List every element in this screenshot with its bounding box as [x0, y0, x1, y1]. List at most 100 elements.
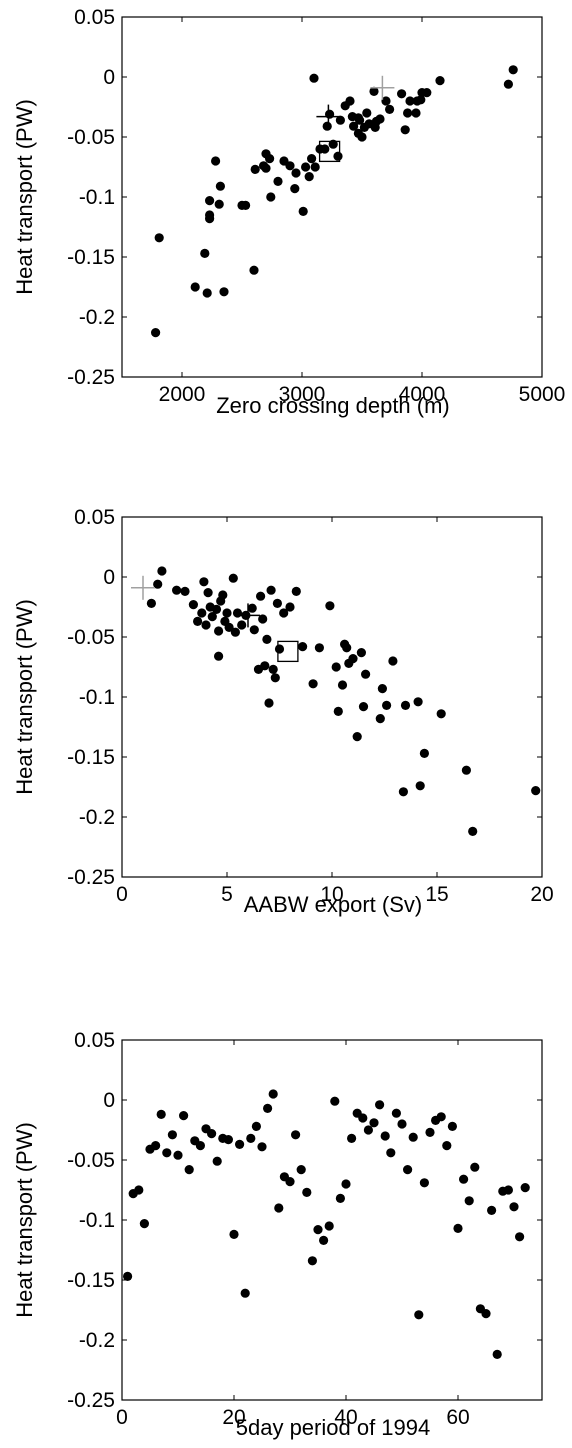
data-point [219, 287, 229, 297]
y-tick-label: -0.05 [67, 1149, 115, 1172]
data-point [291, 1130, 301, 1140]
x-tick-label: 0 [116, 883, 128, 906]
data-point [205, 214, 215, 224]
x-tick-label: 2000 [159, 383, 206, 406]
y-tick-label: -0.05 [67, 626, 115, 649]
data-point [400, 125, 410, 135]
data-point [425, 1127, 435, 1137]
x-tick-label: 0 [116, 1406, 128, 1429]
data-point [314, 643, 324, 653]
data-point [442, 1141, 452, 1151]
y-tick-label: 0 [103, 566, 115, 589]
x-tick-label: 40 [334, 1406, 357, 1429]
y-tick-label: -0.15 [67, 1269, 115, 1292]
data-point [508, 65, 518, 75]
data-point [388, 656, 398, 666]
data-point [249, 265, 259, 275]
data-point [531, 786, 541, 796]
data-point [375, 1100, 385, 1110]
y-tick-label: 0 [103, 66, 115, 89]
y-tick-label: -0.25 [67, 1389, 115, 1412]
data-point [403, 1165, 413, 1175]
data-point [298, 206, 308, 216]
data-point [123, 1271, 133, 1281]
data-point [391, 1108, 401, 1118]
data-point [355, 115, 365, 125]
data-point [290, 184, 300, 194]
data-point [262, 634, 272, 645]
data-point [195, 1141, 205, 1151]
data-point [272, 598, 282, 609]
data-point [256, 591, 266, 601]
data-point [309, 73, 319, 83]
data-point [241, 200, 251, 210]
data-point [296, 1165, 306, 1175]
data-point [313, 1225, 323, 1235]
data-point [270, 673, 280, 683]
data-point [435, 76, 445, 86]
data-point [319, 1235, 329, 1245]
data-point [411, 108, 421, 118]
data-point [515, 1232, 525, 1242]
data-point [151, 328, 161, 338]
data-point [322, 121, 332, 131]
data-point [375, 714, 385, 724]
data-point [247, 603, 257, 613]
data-point [503, 1185, 513, 1195]
data-point [302, 1187, 312, 1197]
data-point [285, 1177, 295, 1187]
data-point [232, 608, 243, 618]
x-tick-label: 5 [221, 883, 233, 906]
data-point [180, 586, 190, 597]
data-point [246, 1133, 256, 1143]
data-point [310, 162, 320, 172]
data-point [268, 1089, 278, 1099]
square-marker [277, 640, 299, 663]
chart-panel-aabw-export: AABW export (Sv) Heat transport (PW) 0.0… [12, 506, 554, 917]
data-point [385, 104, 395, 114]
data-point [285, 602, 295, 612]
y-axis-label: Heat transport (PW) [12, 1122, 37, 1318]
y-tick-label: -0.2 [79, 1329, 115, 1352]
data-point [324, 1221, 334, 1231]
data-point [264, 698, 274, 708]
data-point [403, 108, 413, 118]
data-point [172, 585, 182, 595]
cross-marker [131, 575, 155, 600]
data-point [173, 1150, 183, 1160]
x-axis-label: AABW export (Sv) [244, 892, 422, 917]
data-point [461, 765, 471, 775]
data-point [415, 781, 425, 791]
data-point [345, 96, 355, 106]
data-point [381, 96, 391, 106]
y-tick-label: 0 [103, 1089, 115, 1112]
data-point [468, 826, 478, 837]
data-point [223, 1135, 233, 1145]
data-point [363, 1125, 373, 1135]
data-point [331, 662, 341, 672]
data-point [377, 684, 387, 694]
data-point [260, 661, 270, 671]
data-point [211, 156, 221, 166]
data-point [257, 1142, 267, 1152]
data-point [258, 614, 268, 624]
data-point [157, 566, 167, 576]
data-point [357, 132, 367, 142]
data-point [414, 1310, 424, 1320]
y-tick-label: 0.05 [74, 1029, 115, 1052]
data-point [419, 1178, 429, 1188]
data-point [492, 1349, 502, 1359]
x-tick-label: 3000 [279, 383, 326, 406]
data-point [197, 608, 207, 618]
data-point [291, 168, 301, 178]
data-point [184, 1165, 194, 1175]
data-point [307, 154, 317, 164]
data-point [422, 88, 432, 98]
data-point [240, 1288, 250, 1298]
data-point [222, 608, 232, 618]
data-point [520, 1183, 530, 1193]
data-point [200, 248, 210, 258]
data-point [188, 600, 198, 610]
plot-frame [121, 1039, 543, 1401]
